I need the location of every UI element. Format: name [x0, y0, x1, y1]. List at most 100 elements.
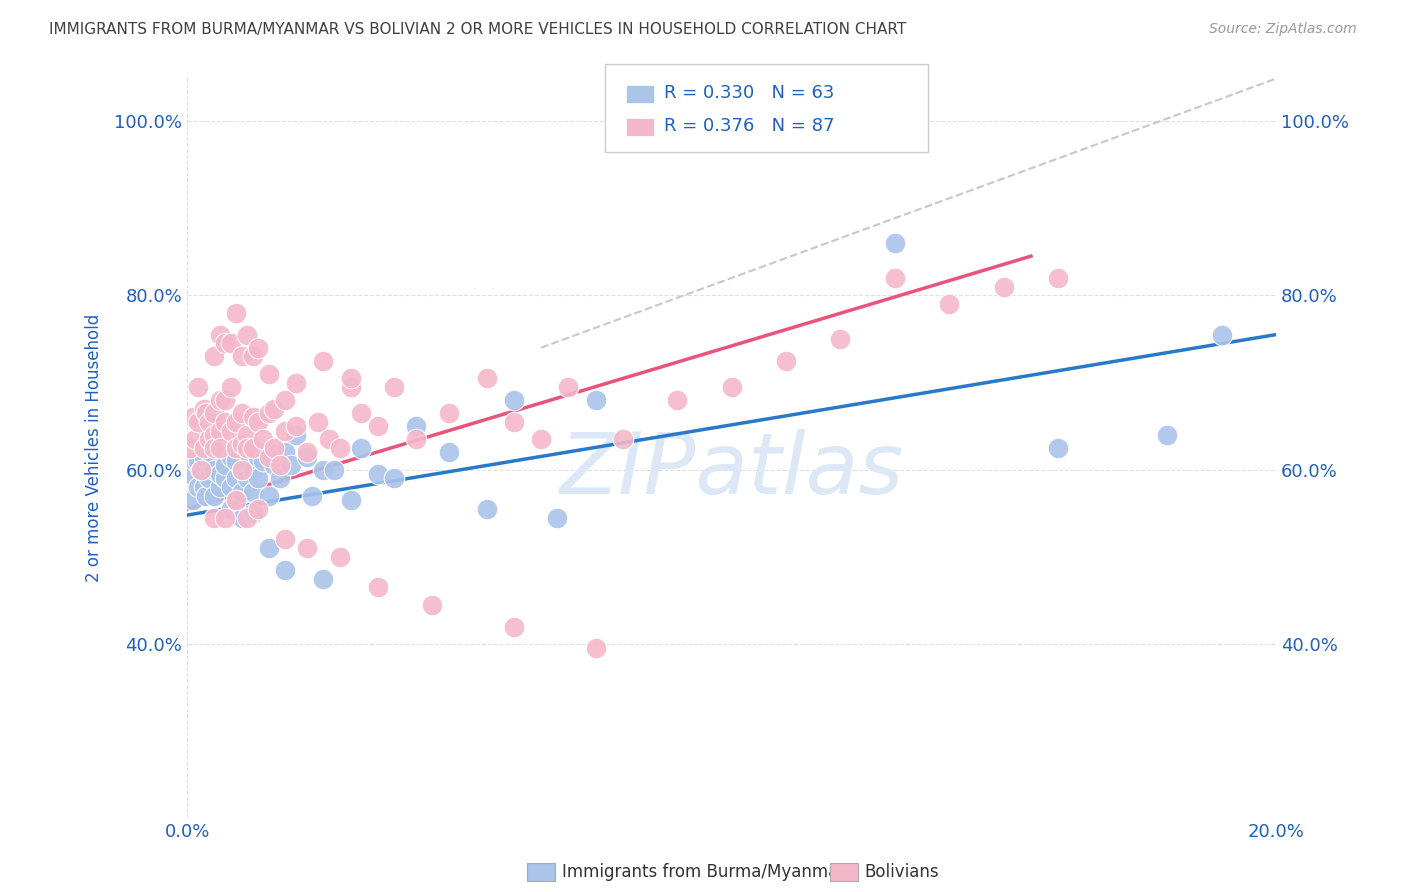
Point [993, 279, 1015, 293]
Point [225, 306, 247, 320]
Point [187, 380, 209, 394]
Point [214, 415, 236, 429]
Text: Immigrants from Burma/Myanmar: Immigrants from Burma/Myanmar [562, 863, 845, 881]
Point [312, 353, 335, 368]
Point [247, 450, 270, 464]
Point [179, 441, 201, 455]
Point [214, 392, 236, 407]
Point [339, 371, 361, 385]
Point [312, 463, 335, 477]
Y-axis label: 2 or more Vehicles in Household: 2 or more Vehicles in Household [86, 314, 103, 582]
Point [318, 432, 340, 446]
Point [225, 493, 247, 508]
Point [204, 489, 226, 503]
Point [323, 463, 346, 477]
Point [242, 484, 264, 499]
Point [585, 392, 607, 407]
Point [775, 353, 797, 368]
Point [204, 441, 226, 455]
Point [204, 463, 226, 477]
Point [666, 392, 689, 407]
Point [257, 489, 280, 503]
Point [295, 445, 318, 459]
Point [187, 480, 209, 494]
Point [190, 463, 212, 477]
Point [236, 510, 259, 524]
Point [252, 432, 274, 446]
Point [1047, 271, 1070, 285]
Point [204, 350, 226, 364]
Point [883, 236, 905, 251]
Point [231, 436, 253, 450]
Point [195, 489, 218, 503]
Point [187, 454, 209, 468]
Point [231, 463, 253, 477]
Point [225, 471, 247, 485]
Point [1211, 327, 1233, 342]
Point [938, 297, 960, 311]
Point [219, 480, 242, 494]
Point [339, 493, 361, 508]
Text: IMMIGRANTS FROM BURMA/MYANMAR VS BOLIVIAN 2 OR MORE VEHICLES IN HOUSEHOLD CORREL: IMMIGRANTS FROM BURMA/MYANMAR VS BOLIVIA… [49, 22, 907, 37]
Point [350, 406, 373, 420]
Point [225, 454, 247, 468]
Point [198, 467, 221, 482]
Point [502, 392, 524, 407]
Point [198, 471, 221, 485]
Point [242, 441, 264, 455]
Point [295, 541, 318, 556]
Point [1047, 441, 1070, 455]
Point [312, 572, 335, 586]
Point [285, 419, 308, 434]
Point [236, 471, 259, 485]
Point [231, 510, 253, 524]
Point [219, 502, 242, 516]
Point [367, 581, 389, 595]
Point [208, 424, 231, 438]
Point [269, 471, 291, 485]
Point [274, 392, 297, 407]
Point [280, 458, 302, 473]
Point [285, 428, 308, 442]
Point [214, 336, 236, 351]
Point [257, 445, 280, 459]
Point [219, 336, 242, 351]
Point [502, 415, 524, 429]
Point [231, 463, 253, 477]
Point [720, 380, 742, 394]
Point [350, 441, 373, 455]
Point [219, 450, 242, 464]
Point [557, 380, 579, 394]
Point [612, 432, 634, 446]
Point [208, 327, 231, 342]
Point [242, 463, 264, 477]
Point [257, 367, 280, 381]
Point [242, 350, 264, 364]
Point [214, 510, 236, 524]
Point [530, 432, 553, 446]
Point [242, 410, 264, 425]
Point [585, 641, 607, 656]
Point [830, 332, 852, 346]
Point [214, 471, 236, 485]
Point [193, 401, 215, 416]
Text: ZIPatlas: ZIPatlas [560, 429, 904, 512]
Point [193, 480, 215, 494]
Point [883, 271, 905, 285]
Point [187, 415, 209, 429]
Point [263, 401, 285, 416]
Point [204, 406, 226, 420]
Point [198, 432, 221, 446]
Point [257, 406, 280, 420]
Point [214, 458, 236, 473]
Point [382, 380, 405, 394]
Point [475, 371, 498, 385]
Point [367, 467, 389, 482]
Point [184, 432, 207, 446]
Point [502, 620, 524, 634]
Point [179, 467, 201, 482]
Point [204, 436, 226, 450]
Point [225, 415, 247, 429]
Point [263, 458, 285, 473]
Point [405, 432, 427, 446]
